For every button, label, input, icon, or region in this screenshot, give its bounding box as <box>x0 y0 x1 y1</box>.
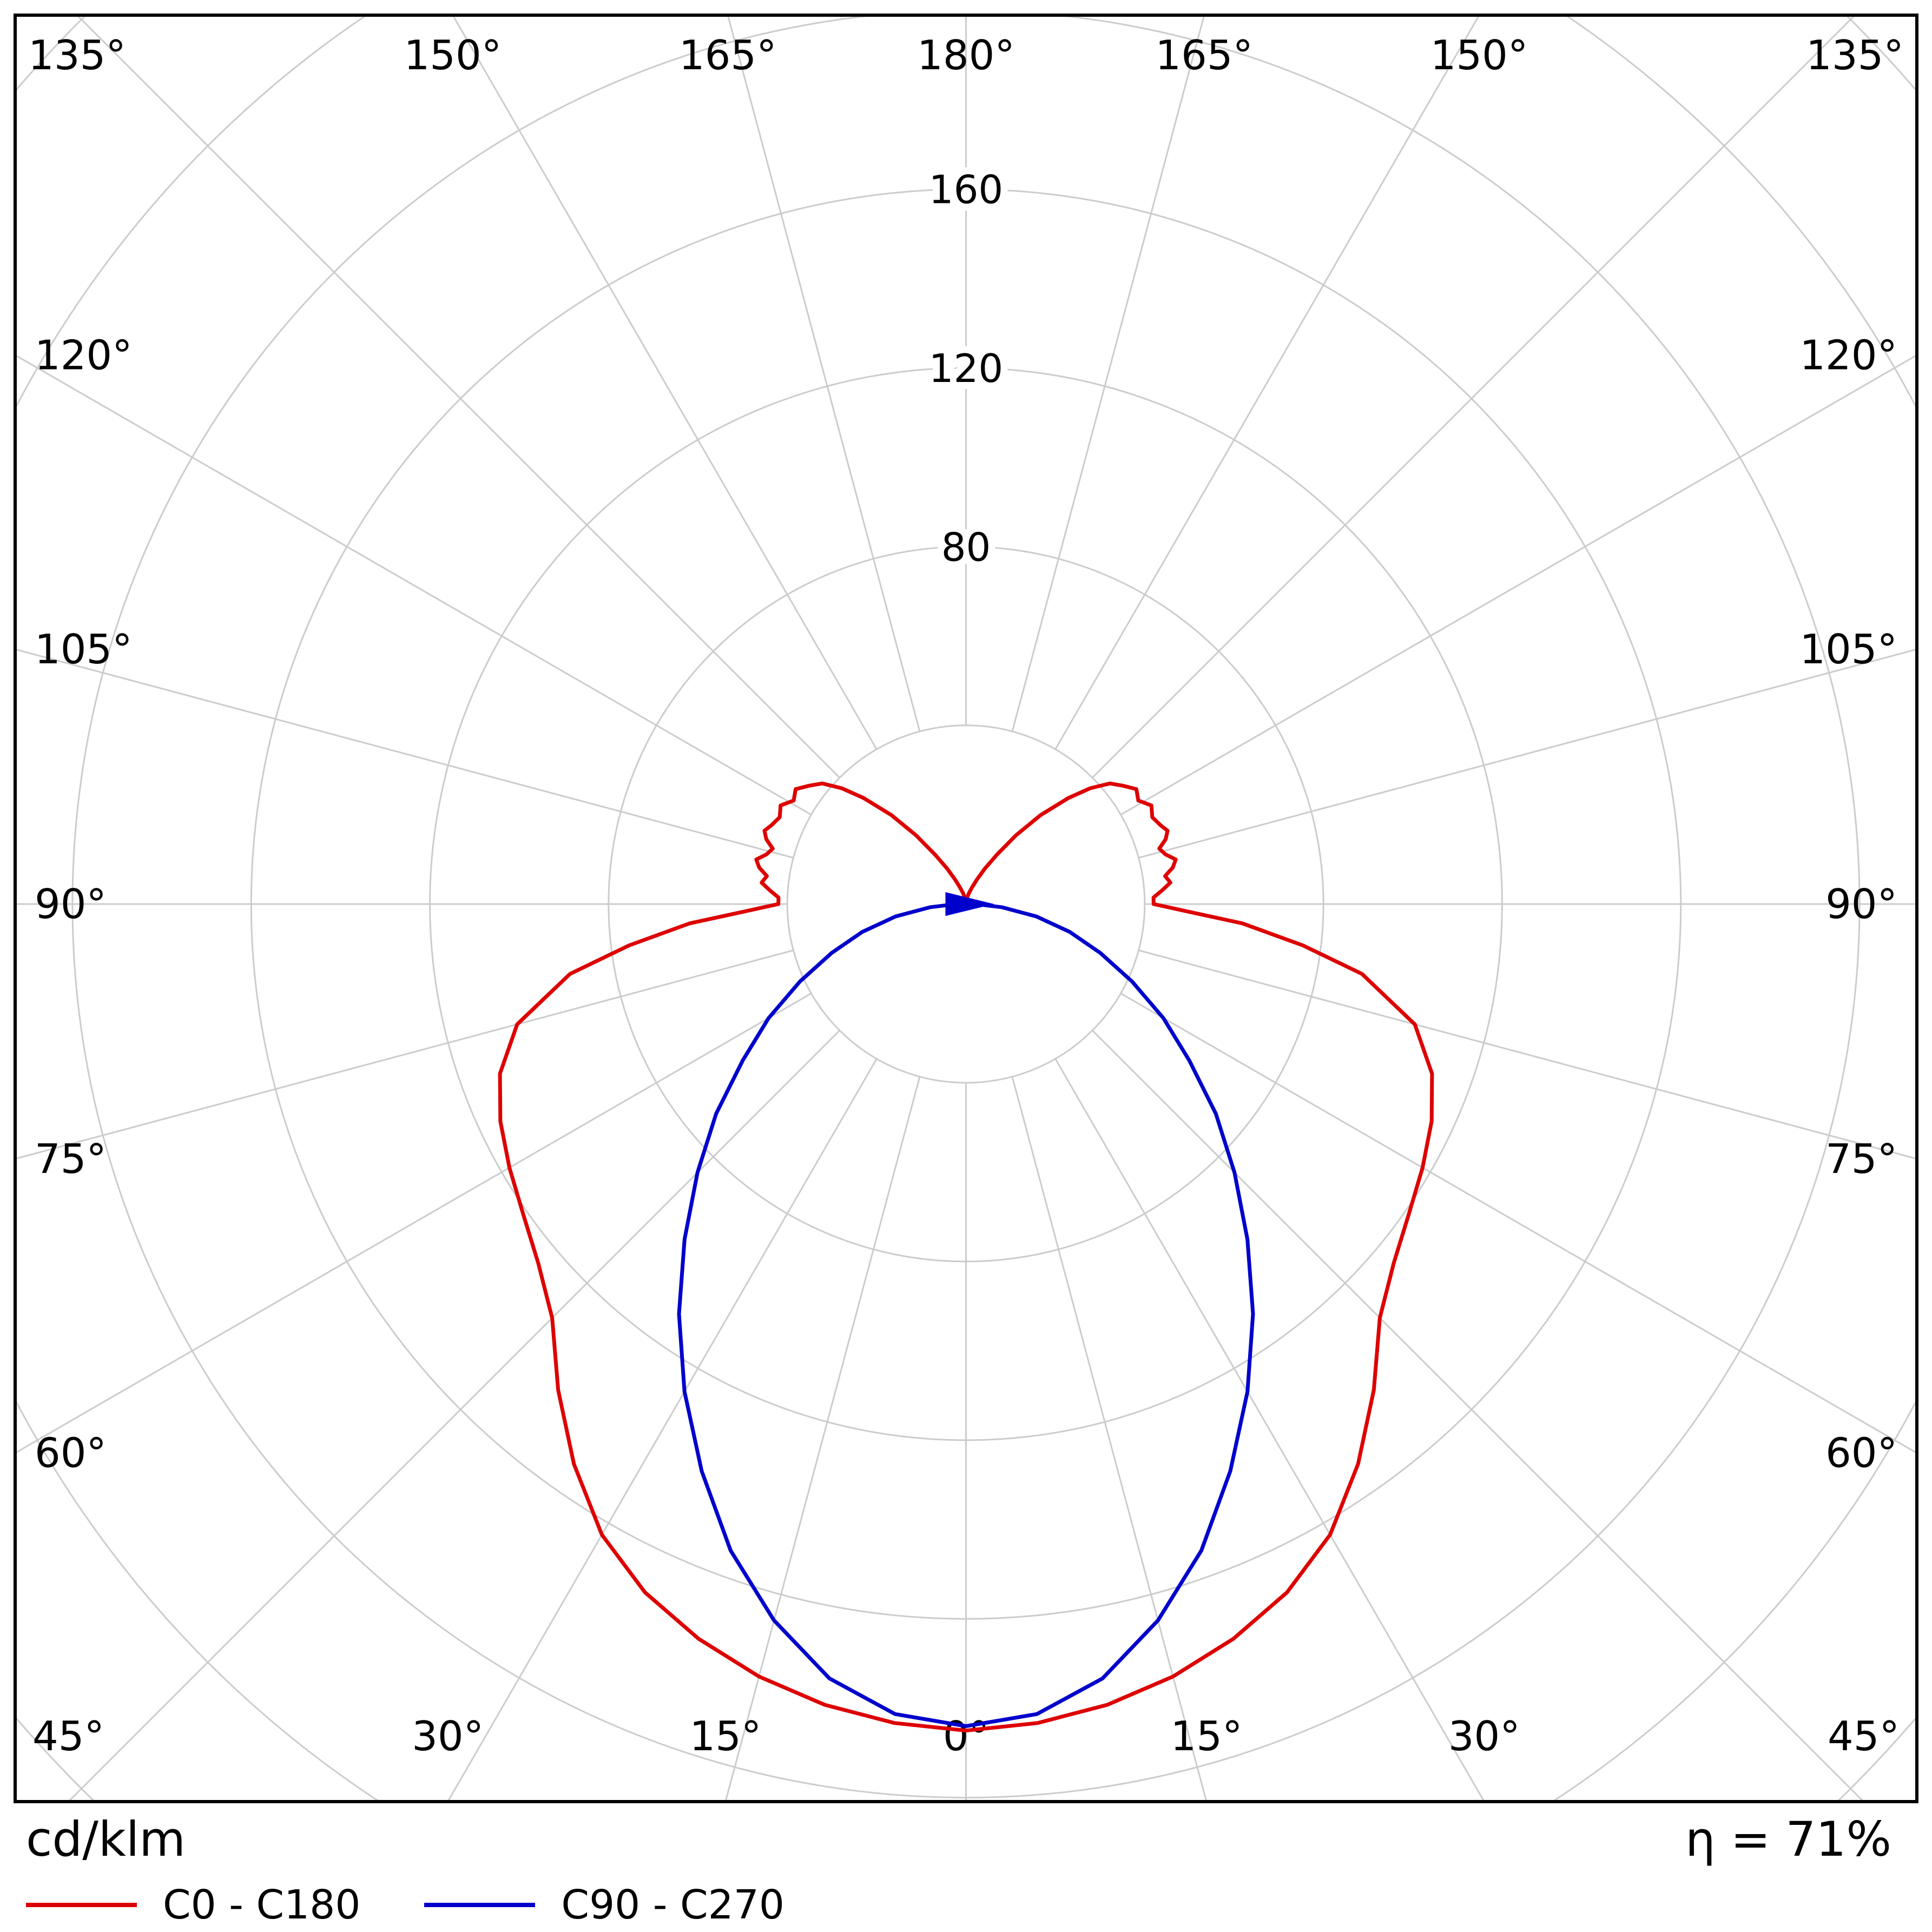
chart-legend: C0 - C180 C90 - C270 <box>26 1882 848 1928</box>
angle-label: 75° <box>1825 1135 1897 1183</box>
legend-item-c0-c180: C0 - C180 <box>26 1882 360 1928</box>
angle-label: 45° <box>32 1712 104 1760</box>
angle-label: 105° <box>35 625 133 673</box>
legend-line-blue <box>424 1903 536 1907</box>
curve-c0-c180 <box>498 781 1434 1733</box>
angle-label: 135° <box>28 31 126 79</box>
radial-labels: 80 120 160 <box>922 160 1010 577</box>
radial-label: 120 <box>929 346 1003 391</box>
angle-label: 135° <box>1806 31 1904 79</box>
legend-item-c90-c270: C90 - C270 <box>424 1882 784 1928</box>
angle-label: 165° <box>1155 31 1253 79</box>
angle-label: 90° <box>35 880 107 928</box>
chart-footer: cd/klm η = 71% <box>26 1811 1891 1867</box>
angle-label: 30° <box>1448 1712 1520 1760</box>
efficiency-label: η = 71% <box>1685 1811 1891 1867</box>
angle-labels: 0° 15° 15° 30° 30° 45° 45° 60° 60° 75° 75° 90° 90° 10… <box>28 31 1904 1760</box>
angle-label: 165° <box>679 31 777 79</box>
center-direction-arrow-icon <box>945 892 994 916</box>
units-label: cd/klm <box>26 1811 186 1867</box>
chart-frame <box>14 14 1918 1803</box>
angle-label: 90° <box>1825 880 1897 928</box>
angle-label: 45° <box>1828 1712 1900 1760</box>
angle-label: 15° <box>690 1712 762 1760</box>
radial-label: 160 <box>929 167 1003 213</box>
curve-c90-c270 <box>677 902 1255 1728</box>
angle-label: 30° <box>412 1712 484 1760</box>
legend-label-c0-c180: C0 - C180 <box>163 1882 361 1928</box>
legend-label-c90-c270: C90 - C270 <box>561 1882 784 1928</box>
angle-label: 180° <box>917 31 1015 79</box>
curves <box>498 781 1434 1733</box>
angle-label: 150° <box>404 31 502 79</box>
angle-label: 60° <box>1825 1429 1897 1477</box>
legend-line-red <box>26 1903 137 1907</box>
angle-label: 15° <box>1171 1712 1243 1760</box>
radial-label: 80 <box>941 524 991 570</box>
angle-label: 120° <box>35 331 133 379</box>
angle-label: 0° <box>943 1712 989 1760</box>
angle-label: 105° <box>1799 625 1897 673</box>
angle-label: 75° <box>35 1135 107 1183</box>
angle-label: 60° <box>35 1429 107 1477</box>
angle-label: 150° <box>1430 31 1528 79</box>
angle-label: 120° <box>1799 331 1897 379</box>
